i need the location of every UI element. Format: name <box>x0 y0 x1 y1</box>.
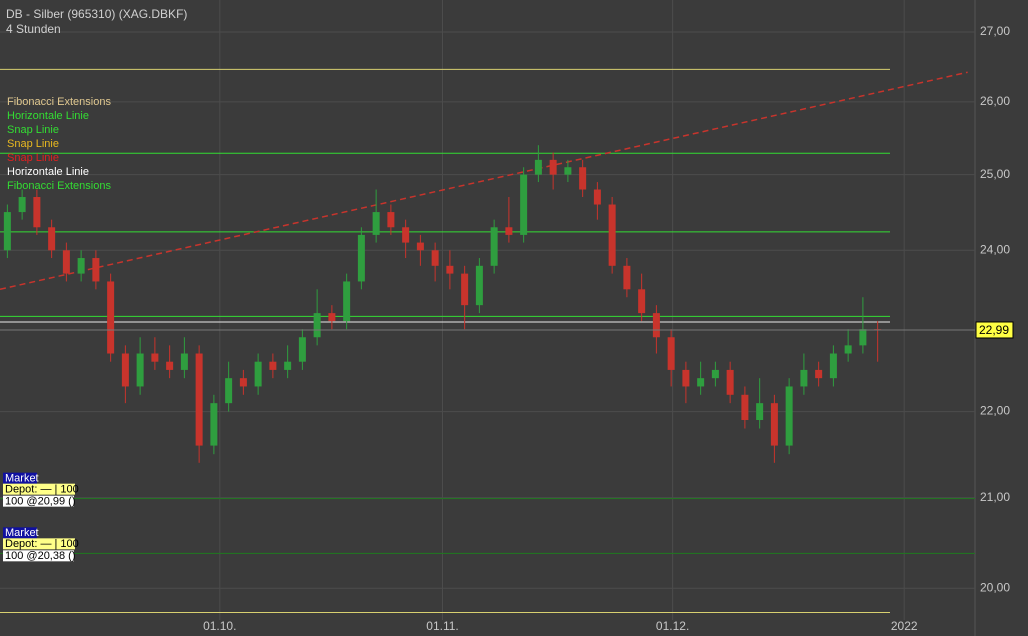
candle-body <box>711 369 719 379</box>
y-tick-label: 24,00 <box>980 242 1010 256</box>
candle-body <box>697 378 705 387</box>
last-price-label: 22,99 <box>979 323 1009 337</box>
candle-body <box>682 369 690 387</box>
candle-body <box>239 378 247 387</box>
candle-body <box>623 265 631 290</box>
candle-body <box>62 250 70 274</box>
order-type: Market <box>5 527 39 539</box>
x-tick-label: 2022 <box>891 619 918 633</box>
candle-body <box>416 242 424 251</box>
order-detail-box <box>3 550 74 562</box>
x-tick-label: 01.11. <box>426 619 458 633</box>
y-tick-label: 20,00 <box>980 580 1010 594</box>
candle-body <box>461 273 469 306</box>
y-tick-label: 25,00 <box>980 167 1010 181</box>
order-detail-box <box>3 495 74 507</box>
tool-label: Horizontale Linie <box>7 110 89 122</box>
candle-body <box>726 369 734 395</box>
chart-subtitle: 4 Stunden <box>6 22 61 36</box>
candle-body <box>785 386 793 446</box>
chart-title: DB - Silber (965310) (XAG.DBKF) <box>6 7 187 21</box>
candle-body <box>210 403 218 446</box>
candle-body <box>770 403 778 446</box>
order-detail: 100 @20,99 () <box>5 496 76 508</box>
candle-body <box>593 189 601 205</box>
order-depot-box <box>3 538 75 550</box>
candle-body <box>166 361 174 370</box>
candle-body <box>313 313 321 338</box>
candle-body <box>534 159 542 175</box>
tool-label: Snap Linie <box>7 138 59 150</box>
candle-body <box>387 212 395 228</box>
tool-label: Fibonacci Extensions <box>7 96 111 108</box>
last-price-box <box>975 321 1014 339</box>
candle-body <box>475 265 483 306</box>
tool-label: Horizontale Linie <box>7 166 89 178</box>
tool-label: Snap Linie <box>7 124 59 136</box>
candle-body <box>121 353 129 387</box>
candle-body <box>269 361 277 370</box>
trend-line <box>0 71 968 291</box>
candle-body <box>298 337 306 362</box>
candle-body <box>77 258 85 274</box>
candle-body <box>815 369 823 379</box>
candle-body <box>180 353 188 370</box>
candle-body <box>107 281 115 354</box>
candle-body <box>3 212 11 251</box>
candle-body <box>151 353 159 362</box>
x-tick-label: 01.12. <box>656 619 689 633</box>
candle-body <box>638 289 646 314</box>
candle-body <box>741 394 749 421</box>
y-tick-label: 22,00 <box>980 404 1010 418</box>
x-tick-label: 01.10. <box>203 619 236 633</box>
candle-body <box>800 369 808 387</box>
candle-body <box>48 227 56 251</box>
candle-body <box>667 337 675 370</box>
candle-body <box>372 212 380 235</box>
candle-body <box>608 204 616 266</box>
candle-body <box>195 353 203 446</box>
candle-body <box>652 313 660 338</box>
candle-body <box>343 281 351 322</box>
order-depot-box <box>3 483 75 495</box>
candle-body <box>859 329 867 346</box>
candle-body <box>549 159 557 175</box>
order-depot: Depot: — | 100 <box>5 538 79 550</box>
candle-body <box>844 345 852 354</box>
candle-body <box>284 361 292 370</box>
candle-body <box>328 313 336 322</box>
order-type: Market <box>5 473 39 485</box>
y-tick-label: 26,00 <box>980 94 1010 108</box>
candle-body <box>564 167 572 175</box>
tool-label: Fibonacci Extensions <box>7 180 111 192</box>
candle-body <box>490 227 498 266</box>
candle-body <box>225 378 233 404</box>
plot <box>0 68 975 613</box>
candle-body <box>18 197 26 213</box>
candle-body <box>446 265 454 274</box>
candle-body <box>579 167 587 190</box>
order-detail: 100 @20,38 () <box>5 550 76 562</box>
order-type-box <box>3 472 37 484</box>
candle-body <box>33 197 41 228</box>
candle-body <box>357 234 365 282</box>
candle-body <box>520 174 528 235</box>
y-tick-label: 21,00 <box>980 490 1010 504</box>
overlay: DB - Silber (965310) (XAG.DBKF) 4 Stunde… <box>3 7 1014 562</box>
candle-body <box>402 227 410 243</box>
candle-body <box>756 403 764 421</box>
order-type-box <box>3 527 37 539</box>
y-tick-label: 27,00 <box>980 24 1010 38</box>
candle-body <box>92 258 100 282</box>
candle-body <box>829 353 837 379</box>
grid: 20,00 21,00 22,00 24,00 25,00 26,00 27,00 01.10… <box>0 0 1010 633</box>
tool-label: Snap Linie <box>7 152 59 164</box>
candle-body <box>254 361 262 387</box>
candle-body <box>136 353 144 387</box>
candle-body <box>431 250 439 266</box>
candle-body <box>505 227 513 235</box>
order-depot: Depot: — | 100 <box>5 484 79 496</box>
